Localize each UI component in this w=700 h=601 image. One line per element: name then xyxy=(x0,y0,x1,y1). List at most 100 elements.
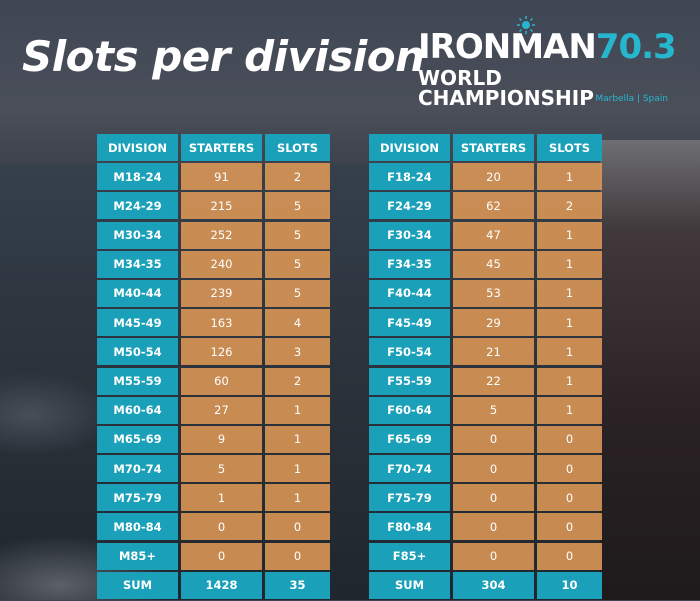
header-starters: STARTERS xyxy=(181,134,262,161)
starters-cell: 5 xyxy=(453,396,534,424)
table-row: F30-34 47 1 xyxy=(369,221,602,249)
slots-cell: 0 xyxy=(537,484,602,512)
sum-slots: 35 xyxy=(265,571,330,599)
starters-cell: 53 xyxy=(453,279,534,307)
table-row: M50-54 126 3 xyxy=(97,338,330,366)
slots-cell: 1 xyxy=(265,455,330,483)
sum-label: SUM xyxy=(97,571,178,599)
starters-cell: 29 xyxy=(453,309,534,337)
slots-cell: 3 xyxy=(265,338,330,366)
table-row: F50-54 21 1 xyxy=(369,338,602,366)
sum-slots: 10 xyxy=(537,571,602,599)
division-cell: M65-69 xyxy=(97,425,178,453)
division-cell: M85+ xyxy=(97,542,178,570)
sum-starters: 1428 xyxy=(181,571,262,599)
slots-cell: 1 xyxy=(265,396,330,424)
table-row: F34-35 45 1 xyxy=(369,250,602,278)
table-row: F60-64 5 1 xyxy=(369,396,602,424)
logo-brand: IRONMAN70.3 xyxy=(418,27,677,67)
division-cell: M30-34 xyxy=(97,221,178,249)
slots-cell: 5 xyxy=(265,250,330,278)
header-division: DIVISION xyxy=(97,134,178,161)
table-row: M45-49 163 4 xyxy=(97,309,330,337)
division-cell: M40-44 xyxy=(97,279,178,307)
division-cell: F34-35 xyxy=(369,250,450,278)
slots-cell: 1 xyxy=(265,484,330,512)
header-starters: STARTERS xyxy=(453,134,534,161)
starters-cell: 45 xyxy=(453,250,534,278)
starters-cell: 0 xyxy=(453,513,534,541)
slots-cell: 1 xyxy=(537,309,602,337)
header-slots: SLOTS xyxy=(265,134,330,161)
sum-label: SUM xyxy=(369,571,450,599)
starters-cell: 0 xyxy=(181,513,262,541)
table-row: F65-69 0 0 xyxy=(369,425,602,453)
table-row: M34-35 240 5 xyxy=(97,250,330,278)
table-row: M24-29 215 5 xyxy=(97,192,330,220)
slots-cell: 0 xyxy=(265,542,330,570)
starters-cell: 62 xyxy=(453,192,534,220)
table-row: M18-24 91 2 xyxy=(97,163,330,191)
starters-cell: 0 xyxy=(453,455,534,483)
starters-cell: 91 xyxy=(181,163,262,191)
division-cell: F24-29 xyxy=(369,192,450,220)
division-cell: F80-84 xyxy=(369,513,450,541)
slots-cell: 1 xyxy=(537,338,602,366)
division-cell: F85+ xyxy=(369,542,450,570)
starters-cell: 240 xyxy=(181,250,262,278)
division-cell: F70-74 xyxy=(369,455,450,483)
starters-cell: 47 xyxy=(453,221,534,249)
table-row: F75-79 0 0 xyxy=(369,484,602,512)
division-cell: M70-74 xyxy=(97,455,178,483)
starters-cell: 126 xyxy=(181,338,262,366)
table-row: F70-74 0 0 xyxy=(369,455,602,483)
logo-location: Marbella | Spain xyxy=(595,94,668,104)
table-row: M80-84 0 0 xyxy=(97,513,330,541)
sum-starters: 304 xyxy=(453,571,534,599)
division-cell: M45-49 xyxy=(97,309,178,337)
slots-cell: 1 xyxy=(537,367,602,395)
slots-cell: 0 xyxy=(265,513,330,541)
starters-cell: 9 xyxy=(181,425,262,453)
slots-cell: 1 xyxy=(537,396,602,424)
ironman-logo: IRONMAN70.3 WORLD CHAMPIONSHIP Marbella … xyxy=(418,16,678,110)
division-cell: F65-69 xyxy=(369,425,450,453)
starters-cell: 20 xyxy=(453,163,534,191)
men-slots-table: DIVISION STARTERS SLOTS M18-24 91 2 M24-29 2… xyxy=(97,134,330,601)
starters-cell: 0 xyxy=(181,542,262,570)
division-cell: M18-24 xyxy=(97,163,178,191)
table-row: M85+ 0 0 xyxy=(97,542,330,570)
slots-cell: 1 xyxy=(537,163,602,191)
starters-cell: 252 xyxy=(181,221,262,249)
slots-cell: 0 xyxy=(537,425,602,453)
logo-brand-number: 70.3 xyxy=(595,27,677,67)
table-row: M30-34 252 5 xyxy=(97,221,330,249)
division-cell: M60-64 xyxy=(97,396,178,424)
slots-cell: 4 xyxy=(265,309,330,337)
sun-emblem-icon xyxy=(517,16,535,34)
division-cell: M80-84 xyxy=(97,513,178,541)
slots-cell: 5 xyxy=(265,279,330,307)
starters-cell: 1 xyxy=(181,484,262,512)
starters-cell: 60 xyxy=(181,367,262,395)
starters-cell: 163 xyxy=(181,309,262,337)
table-row: M70-74 5 1 xyxy=(97,455,330,483)
table-row: F18-24 20 1 xyxy=(369,163,602,191)
background-shore-crowd xyxy=(600,140,700,600)
starters-cell: 21 xyxy=(453,338,534,366)
header-division: DIVISION xyxy=(369,134,450,161)
starters-cell: 0 xyxy=(453,542,534,570)
starters-cell: 0 xyxy=(453,484,534,512)
logo-subtitle: WORLD CHAMPIONSHIP xyxy=(418,66,594,110)
division-cell: M55-59 xyxy=(97,367,178,395)
slots-cell: 1 xyxy=(537,279,602,307)
slots-cell: 2 xyxy=(265,367,330,395)
starters-cell: 5 xyxy=(181,455,262,483)
table-row: M65-69 9 1 xyxy=(97,425,330,453)
page-title: Slots per division xyxy=(22,32,425,81)
table-row: M55-59 60 2 xyxy=(97,367,330,395)
slots-cell: 1 xyxy=(537,250,602,278)
division-cell: M75-79 xyxy=(97,484,178,512)
sum-row: SUM 304 10 xyxy=(369,571,602,599)
header-slots: SLOTS xyxy=(537,134,602,161)
